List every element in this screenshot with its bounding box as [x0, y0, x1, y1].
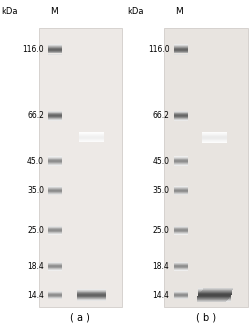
Bar — [198, 297, 230, 298]
Bar — [198, 294, 230, 295]
Text: 66.2: 66.2 — [152, 111, 169, 120]
Bar — [198, 296, 230, 297]
Text: 45.0: 45.0 — [27, 157, 44, 166]
Text: M: M — [175, 7, 182, 16]
Text: kDa: kDa — [1, 7, 18, 16]
Text: ( b ): ( b ) — [196, 313, 216, 323]
Bar — [198, 301, 230, 302]
Bar — [198, 290, 230, 291]
Text: 116.0: 116.0 — [147, 45, 169, 54]
Text: 18.4: 18.4 — [152, 262, 169, 271]
Bar — [39, 28, 121, 307]
Bar — [198, 292, 230, 293]
Text: 25.0: 25.0 — [27, 226, 44, 235]
Bar — [198, 293, 231, 294]
Bar — [197, 294, 231, 295]
Bar — [196, 300, 226, 301]
Bar — [196, 296, 229, 297]
Bar — [202, 288, 232, 289]
Bar — [198, 298, 230, 299]
Text: 14.4: 14.4 — [152, 291, 169, 300]
Text: 35.0: 35.0 — [152, 186, 169, 195]
Text: 18.4: 18.4 — [27, 262, 44, 271]
Bar — [200, 291, 231, 292]
Text: 35.0: 35.0 — [27, 186, 44, 195]
Text: ( a ): ( a ) — [70, 313, 90, 323]
Bar — [196, 299, 227, 300]
Bar — [198, 293, 231, 294]
Bar — [198, 295, 230, 296]
Bar — [197, 296, 230, 297]
Bar — [197, 295, 230, 296]
Text: 116.0: 116.0 — [22, 45, 44, 54]
Text: 25.0: 25.0 — [152, 226, 169, 235]
Text: 14.4: 14.4 — [27, 291, 44, 300]
Bar — [196, 297, 228, 298]
Bar — [196, 298, 228, 299]
Bar — [201, 290, 232, 291]
Bar — [199, 292, 231, 293]
Text: kDa: kDa — [126, 7, 143, 16]
Bar — [196, 302, 224, 303]
Bar — [164, 28, 248, 307]
Text: 45.0: 45.0 — [152, 157, 169, 166]
Bar — [198, 291, 230, 292]
Bar — [202, 289, 232, 290]
Bar — [196, 299, 227, 300]
Bar — [198, 293, 230, 294]
Bar — [198, 289, 230, 290]
Text: 66.2: 66.2 — [27, 111, 44, 120]
Bar — [198, 300, 230, 301]
Bar — [196, 301, 225, 302]
Text: M: M — [50, 7, 58, 16]
